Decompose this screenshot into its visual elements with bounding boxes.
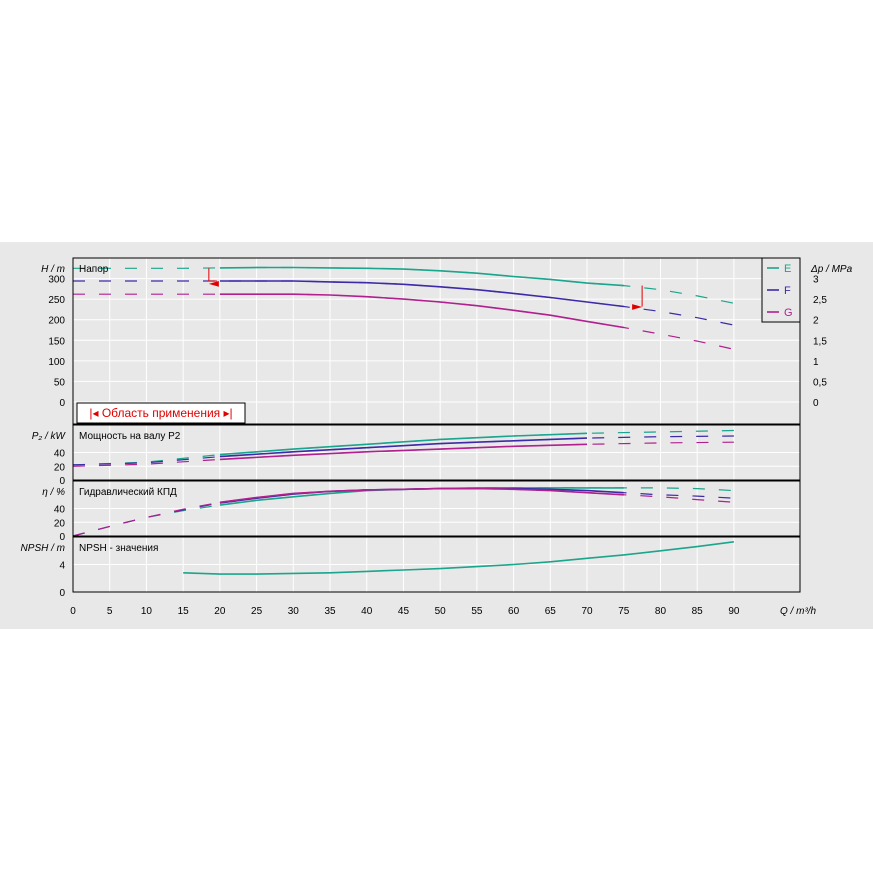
x-tick-label: 75: [618, 606, 630, 617]
panel-frame: [72, 536, 801, 593]
y-right-tick-label: 2,5: [813, 295, 827, 306]
range-start-marker: [208, 268, 217, 282]
series-E-curve: [219, 266, 624, 287]
y-tick-label: 0: [59, 398, 65, 409]
y-tick-label: 300: [48, 275, 65, 286]
y-tick-label: 100: [48, 357, 65, 368]
y-tick-label: 20: [54, 518, 66, 529]
y-right-tick-label: 0: [813, 398, 819, 409]
curves: [72, 266, 735, 575]
series-E-curve: [183, 541, 735, 575]
application-range-box: [76, 402, 246, 424]
x-tick-label: 20: [214, 606, 226, 617]
x-tick-label: 65: [545, 606, 557, 617]
series-E-curve: [219, 432, 588, 456]
frames: [72, 257, 801, 593]
y-right-axis-label: Δp / MPa: [810, 264, 853, 275]
panel-title: Напор: [79, 264, 109, 275]
x-tick-label: 55: [471, 606, 483, 617]
y-tick-label: 0: [59, 588, 65, 599]
x-tick-label: 60: [508, 606, 520, 617]
y-right-tick-label: 1,5: [813, 336, 827, 347]
series-G-curve: [219, 293, 624, 329]
x-tick-label: 45: [398, 606, 410, 617]
panel-title: NPSH - значения: [79, 543, 158, 554]
y-tick-label: 50: [54, 377, 66, 388]
panel-title: Гидравлический КПД: [79, 487, 177, 498]
range-end-arrow-icon: [632, 304, 643, 310]
y-tick-label: 20: [54, 462, 66, 473]
x-tick-label: 85: [692, 606, 704, 617]
x-tick-label: 0: [70, 606, 76, 617]
y-axis-label: η / %: [42, 487, 65, 498]
y-right-tick-label: 2: [813, 316, 819, 327]
x-tick-label: 30: [288, 606, 300, 617]
panel-frame: [72, 424, 801, 481]
y-right-tick-label: 1: [813, 357, 819, 368]
y-tick-label: 250: [48, 295, 65, 306]
y-tick-label: 0: [59, 532, 65, 543]
x-tick-label: 40: [361, 606, 373, 617]
series-F-curve: [219, 280, 624, 308]
legend-label: F: [784, 285, 791, 297]
y-axis-label: P₂ / kW: [32, 431, 67, 442]
x-tick-label: 50: [435, 606, 447, 617]
panel-frame: [72, 480, 801, 537]
application-range-label: |◂ Область применения ▸|: [89, 406, 232, 420]
panel-frame: [72, 257, 801, 425]
labels: 0 5 10 15 20 25 30 35 40 45 50 55 60 65 70 75 80 85 90 Q / …: [21, 263, 853, 617]
y-right-tick-label: 0,5: [813, 377, 827, 388]
range-start-arrow-icon: [208, 281, 219, 287]
legend-label: E: [784, 263, 791, 275]
y-tick-label: 200: [48, 316, 65, 327]
y-axis-label: NPSH / m: [21, 543, 65, 554]
series-E-curve-dashed: [72, 429, 734, 466]
x-axis-label: Q / m³/h: [780, 606, 817, 617]
series-G-curve: [219, 443, 588, 461]
x-tick-label: 35: [324, 606, 336, 617]
series-G-curve-dashed: [72, 441, 734, 467]
y-tick-label: 150: [48, 336, 65, 347]
x-tick-label: 70: [581, 606, 593, 617]
series-F-curve-dashed: [72, 435, 734, 466]
x-tick-label: 10: [141, 606, 153, 617]
y-tick-label: 40: [54, 505, 66, 516]
y-tick-label: 4: [59, 561, 65, 572]
series-G-curve: [219, 487, 624, 504]
x-tick-label: 5: [107, 606, 113, 617]
x-tick-label: 80: [655, 606, 667, 617]
panel-title: Мощность на валу P2: [79, 431, 181, 442]
x-tick-label: 25: [251, 606, 263, 617]
y-tick-label: 0: [59, 476, 65, 487]
y-tick-label: 40: [54, 449, 66, 460]
x-tick-label: 90: [728, 606, 740, 617]
x-tick-label: 15: [178, 606, 190, 617]
y-axis-label: H / m: [41, 264, 65, 275]
legend-label: G: [784, 307, 793, 319]
series-F-curve: [219, 437, 588, 458]
y-right-tick-label: 3: [813, 275, 819, 286]
